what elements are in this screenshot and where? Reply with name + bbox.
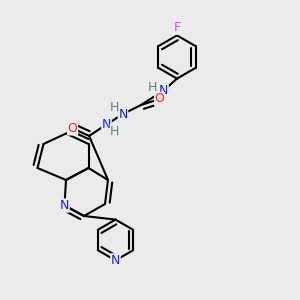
Text: N: N xyxy=(111,254,120,267)
Text: H: H xyxy=(147,81,157,94)
Text: N: N xyxy=(159,84,168,97)
Text: H: H xyxy=(110,101,119,114)
Text: O: O xyxy=(68,122,77,135)
Text: O: O xyxy=(155,92,164,106)
Text: N: N xyxy=(60,199,69,212)
Text: N: N xyxy=(118,107,128,121)
Text: H: H xyxy=(110,124,120,138)
Text: N: N xyxy=(102,118,111,131)
Text: F: F xyxy=(173,21,181,34)
